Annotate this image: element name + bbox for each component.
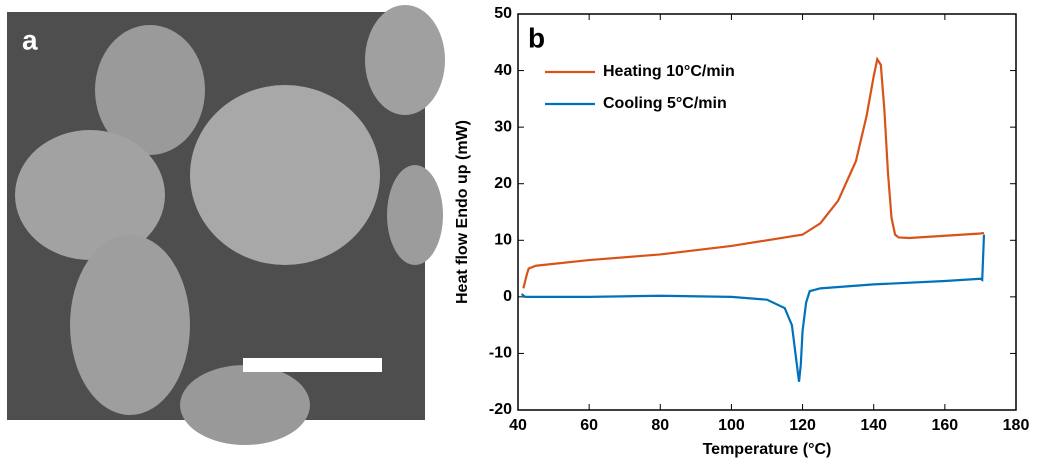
y-tick-label: 10 <box>494 232 512 249</box>
figure: a b 40 60 80 100 120 140 160 180 -20 -10 0 10 20 30 40… <box>0 0 1050 461</box>
x-tick-label: 60 <box>580 417 598 434</box>
y-tick-label: 20 <box>494 175 512 192</box>
x-tick-label: 80 <box>651 417 669 434</box>
particle <box>365 5 445 115</box>
series-line <box>523 59 984 288</box>
panel-label: b <box>528 22 545 53</box>
particle <box>70 235 190 415</box>
scale-bar <box>243 358 382 372</box>
series-line <box>522 235 984 382</box>
x-tick-label: 160 <box>932 417 959 434</box>
panel-label: a <box>22 24 38 55</box>
y-tick-label: -10 <box>489 345 512 362</box>
x-tick-label: 40 <box>509 417 527 434</box>
x-tick-label: 100 <box>718 417 745 434</box>
x-tick-label: 120 <box>789 417 816 434</box>
y-tick-label: 50 <box>494 5 512 22</box>
legend-label: Heating 10°C/min <box>603 63 735 80</box>
y-axis-label: Heat flow Endo up (mW) <box>454 120 471 304</box>
sem-image: a <box>7 5 445 445</box>
y-tick-label: 0 <box>503 288 512 305</box>
y-tick-label: -20 <box>489 401 512 418</box>
legend-label: Cooling 5°C/min <box>603 95 727 112</box>
x-tick-label: 180 <box>1003 417 1030 434</box>
x-axis-label: Temperature (°C) <box>703 441 832 458</box>
y-tick-label: 30 <box>494 118 512 135</box>
particle <box>180 365 310 445</box>
particle <box>190 85 380 265</box>
plot-frame <box>518 14 1016 410</box>
x-tick-label: 140 <box>860 417 887 434</box>
particle <box>387 165 443 265</box>
y-tick-label: 40 <box>494 62 512 79</box>
